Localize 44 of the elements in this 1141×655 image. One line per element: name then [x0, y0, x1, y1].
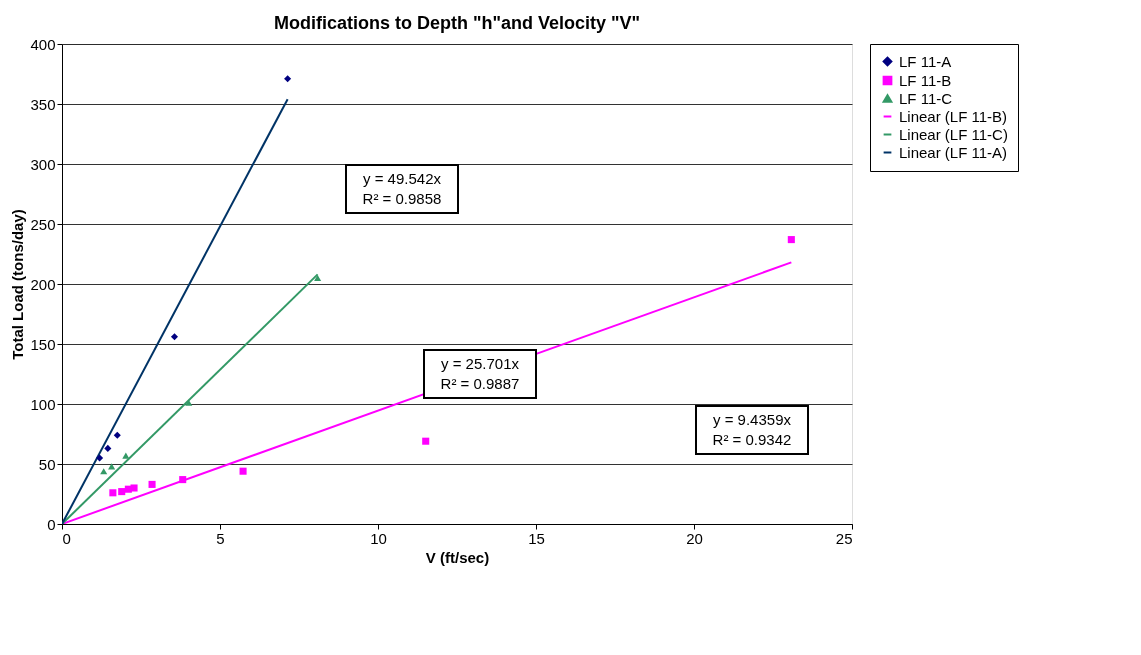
point: [104, 444, 112, 452]
legend-label: Linear (LF 11-C): [899, 125, 1008, 143]
point: [179, 476, 187, 484]
point: [96, 454, 104, 462]
legend-label: LF 11-A: [899, 52, 952, 70]
annotation: y = 49.542x R² = 0.9858: [362, 170, 442, 207]
y-axis-title: Total Load (tons/day): [9, 209, 27, 360]
y-tick-label: 250: [30, 215, 56, 233]
point: [284, 75, 292, 83]
y-tick-label: 200: [30, 275, 56, 293]
point: [148, 480, 156, 488]
y-tick-label: 0: [47, 515, 56, 533]
point: [239, 467, 247, 475]
y-tick-label: 400: [30, 35, 56, 53]
y-tick-label: 50: [38, 455, 56, 473]
x-tick-label: 20: [686, 529, 703, 547]
chart-title: Modifications to Depth "h"and Velocity "V": [273, 13, 641, 33]
annotation: y = 9.4359x R² = 0.9342: [712, 411, 792, 448]
point: [100, 468, 108, 475]
x-tick-label: 15: [528, 529, 545, 547]
y-tick-label: 100: [30, 395, 56, 413]
point: [122, 452, 130, 459]
point: [130, 484, 138, 492]
x-tick-label: 25: [835, 529, 853, 547]
legend-label: Linear (LF 11-A): [899, 143, 1008, 161]
y-tick-label: 300: [30, 155, 56, 173]
point: [185, 399, 193, 406]
point: [170, 333, 179, 341]
point: [314, 274, 322, 282]
point: [113, 431, 121, 439]
annotation: y = 25.701x R² = 0.9887: [440, 355, 520, 392]
x-axis-title: V (ft/sec): [425, 548, 490, 566]
legend-label: LF 11-B: [899, 71, 952, 89]
x-tick-label: 0: [62, 529, 71, 547]
legend-label: Linear (LF 11-B): [899, 107, 1008, 125]
point: [118, 488, 126, 496]
x-tick-label: 5: [216, 529, 225, 547]
point: [787, 236, 795, 244]
point: [109, 489, 117, 497]
y-tick-label: 350: [30, 95, 56, 113]
y-tick-label: 150: [30, 335, 56, 353]
x-tick-label: 10: [370, 529, 387, 547]
legend-label: LF 11-C: [899, 89, 953, 107]
point: [422, 437, 430, 445]
